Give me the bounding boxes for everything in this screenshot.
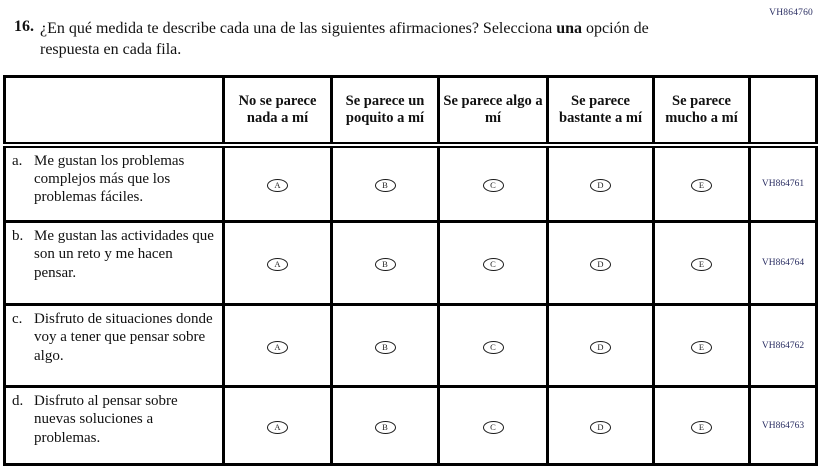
bubble-e[interactable]: E xyxy=(691,258,712,271)
bubble-a[interactable]: A xyxy=(267,178,288,192)
question-text-part1: ¿En qué medida te describe cada una de l… xyxy=(40,20,557,37)
row-statement: Me gustan las actividades que son un ret… xyxy=(34,228,214,281)
row-statement: Me gustan los problemas complejos más qu… xyxy=(34,152,185,206)
bubble-c[interactable]: C xyxy=(482,178,504,192)
bubble-b[interactable]: B xyxy=(374,258,396,271)
question-block: 16. ¿En qué medida te describe cada una … xyxy=(14,18,665,60)
row-item-code: VH864762 xyxy=(748,303,818,388)
bubble-d[interactable]: D xyxy=(590,340,611,354)
bubble-b[interactable]: B xyxy=(374,178,396,192)
option-cell: C xyxy=(437,143,549,223)
table-row: b. Me gustan las actividades que son un … xyxy=(3,220,818,306)
statement-cell-a: a. Me gustan los problemas complejos más… xyxy=(3,143,225,223)
option-cell: A xyxy=(222,385,333,466)
option-cell: D xyxy=(546,303,655,388)
row-letter: a. xyxy=(12,152,23,169)
option-cell: E xyxy=(652,220,751,306)
statement-cell-d: d. Disfruto al pensar sobre nuevas soluc… xyxy=(3,385,225,466)
option-cell: E xyxy=(652,385,751,466)
header-empty-code xyxy=(748,75,818,148)
question-text: ¿En qué medida te describe cada una de l… xyxy=(40,18,665,60)
option-cell: E xyxy=(652,143,751,223)
question-text-part2: opción de respuesta en cada fila. xyxy=(40,20,649,59)
bubble-e[interactable]: E xyxy=(691,420,712,434)
table-header-row: No se parece nada a mí Se parece un poqu… xyxy=(3,75,818,148)
statement-cell-b: b. Me gustan las actividades que son un … xyxy=(3,220,225,306)
bubble-c[interactable]: C xyxy=(482,258,504,271)
row-item-code: VH864763 xyxy=(748,385,818,466)
option-cell: A xyxy=(222,220,333,306)
bubble-d[interactable]: D xyxy=(590,178,611,192)
bubble-b[interactable]: B xyxy=(374,420,396,434)
bubble-a[interactable]: A xyxy=(267,258,288,271)
bubble-a[interactable]: A xyxy=(267,420,288,434)
response-matrix-table: No se parece nada a mí Se parece un poqu… xyxy=(3,75,818,466)
table-row: a. Me gustan los problemas complejos más… xyxy=(3,143,818,223)
header-empty-statement xyxy=(3,75,225,148)
option-cell: D xyxy=(546,220,655,306)
bubble-e[interactable]: E xyxy=(691,178,712,192)
bubble-e[interactable]: E xyxy=(691,340,712,354)
option-cell: E xyxy=(652,303,751,388)
option-cell: B xyxy=(330,143,440,223)
row-item-code: VH864761 xyxy=(748,143,818,223)
option-cell: C xyxy=(437,303,549,388)
option-cell: B xyxy=(330,220,440,306)
row-item-code: VH864764 xyxy=(748,220,818,306)
row-statement: Disfruto de situaciones donde voy a tene… xyxy=(34,311,213,364)
header-no-se-parece-nada: No se parece nada a mí xyxy=(222,75,333,148)
row-letter: d. xyxy=(12,393,24,409)
row-letter: c. xyxy=(12,311,23,327)
option-cell: A xyxy=(222,143,333,223)
question-text-bold: una xyxy=(556,20,583,37)
header-se-parece-bastante: Se parece bastante a mí xyxy=(546,75,655,148)
row-letter: b. xyxy=(12,228,24,244)
question-number: 16. xyxy=(14,18,34,35)
option-cell: B xyxy=(330,385,440,466)
option-cell: D xyxy=(546,385,655,466)
bubble-c[interactable]: C xyxy=(482,420,504,434)
bubble-d[interactable]: D xyxy=(590,420,611,434)
header-se-parece-un-poquito: Se parece un poquito a mí xyxy=(330,75,440,148)
statement-cell-c: c. Disfruto de situaciones donde voy a t… xyxy=(3,303,225,388)
bubble-a[interactable]: A xyxy=(267,340,288,354)
option-cell: A xyxy=(222,303,333,388)
header-se-parece-mucho: Se parece mucho a mí xyxy=(652,75,751,148)
bubble-c[interactable]: C xyxy=(482,340,504,354)
bubble-b[interactable]: B xyxy=(374,340,396,354)
item-code-top: VH864760 xyxy=(769,8,813,18)
bubble-d[interactable]: D xyxy=(590,258,611,271)
row-statement: Disfruto al pensar sobre nuevas solucion… xyxy=(34,393,178,446)
option-cell: D xyxy=(546,143,655,223)
header-se-parece-algo: Se parece algo a mí xyxy=(437,75,549,148)
option-cell: B xyxy=(330,303,440,388)
option-cell: C xyxy=(437,385,549,466)
table-row: c. Disfruto de situaciones donde voy a t… xyxy=(3,303,818,388)
table-row: d. Disfruto al pensar sobre nuevas soluc… xyxy=(3,385,818,466)
option-cell: C xyxy=(437,220,549,306)
